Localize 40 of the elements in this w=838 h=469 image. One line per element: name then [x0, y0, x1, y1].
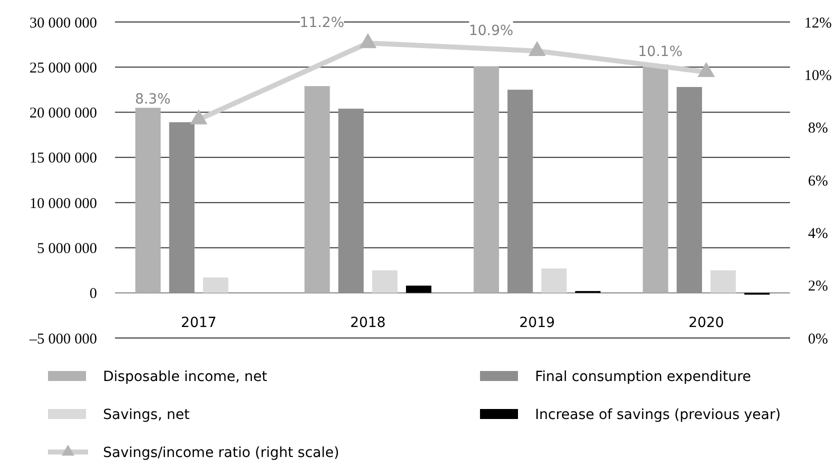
- y2-tick-label: 2%: [808, 278, 828, 295]
- y-tick-label: 0: [90, 286, 97, 302]
- data-label: 10.1%: [638, 44, 682, 60]
- y2-tick-label: 12%: [804, 15, 832, 32]
- bar: [338, 108, 364, 293]
- y2-tick-label: 10%: [804, 68, 832, 84]
- y-tick-label: 15 000 000: [30, 150, 97, 167]
- legend-label: Increase of savings (previous year): [535, 406, 781, 423]
- x-tick-label: 2019: [519, 314, 555, 331]
- bar: [710, 270, 736, 293]
- bar: [676, 87, 702, 293]
- legend-label: Final consumption expenditure: [535, 368, 752, 385]
- data-label: 8.3%: [134, 91, 171, 108]
- bar: [372, 270, 398, 293]
- x-tick-label: 2018: [350, 314, 386, 331]
- y2-tick-label: 6%: [808, 173, 828, 190]
- bar: [541, 268, 567, 293]
- bar: [507, 90, 533, 293]
- y2-tick-label: 4%: [808, 226, 828, 242]
- x-tick-label: 2020: [688, 314, 724, 331]
- bar: [406, 286, 432, 293]
- bar: [169, 122, 195, 293]
- legend-label: Savings, net: [103, 406, 190, 423]
- bar: [474, 66, 500, 293]
- bar: [642, 64, 668, 293]
- y2-tick-label: 8%: [808, 120, 828, 137]
- bar: [202, 278, 228, 293]
- legend-label: Disposable income, net: [103, 368, 268, 385]
- legend-label: Savings/income ratio (right scale): [103, 444, 340, 461]
- y-tick-label: 10 000 000: [30, 196, 97, 212]
- x-tick-label: 2017: [180, 314, 217, 331]
- y-tick-label: 30 000 000: [30, 15, 97, 32]
- y-tick-label: 5 000 000: [37, 240, 97, 257]
- data-label: 11.2%: [300, 14, 344, 31]
- y-tick-label: 20 000 000: [30, 106, 97, 122]
- y-tick-label: 25 000 000: [30, 60, 97, 76]
- data-label: 10.9%: [468, 22, 514, 39]
- y-tick-label: –5 000 000: [28, 331, 97, 348]
- bar: [304, 86, 330, 293]
- y2-tick-label: 0%: [808, 331, 828, 348]
